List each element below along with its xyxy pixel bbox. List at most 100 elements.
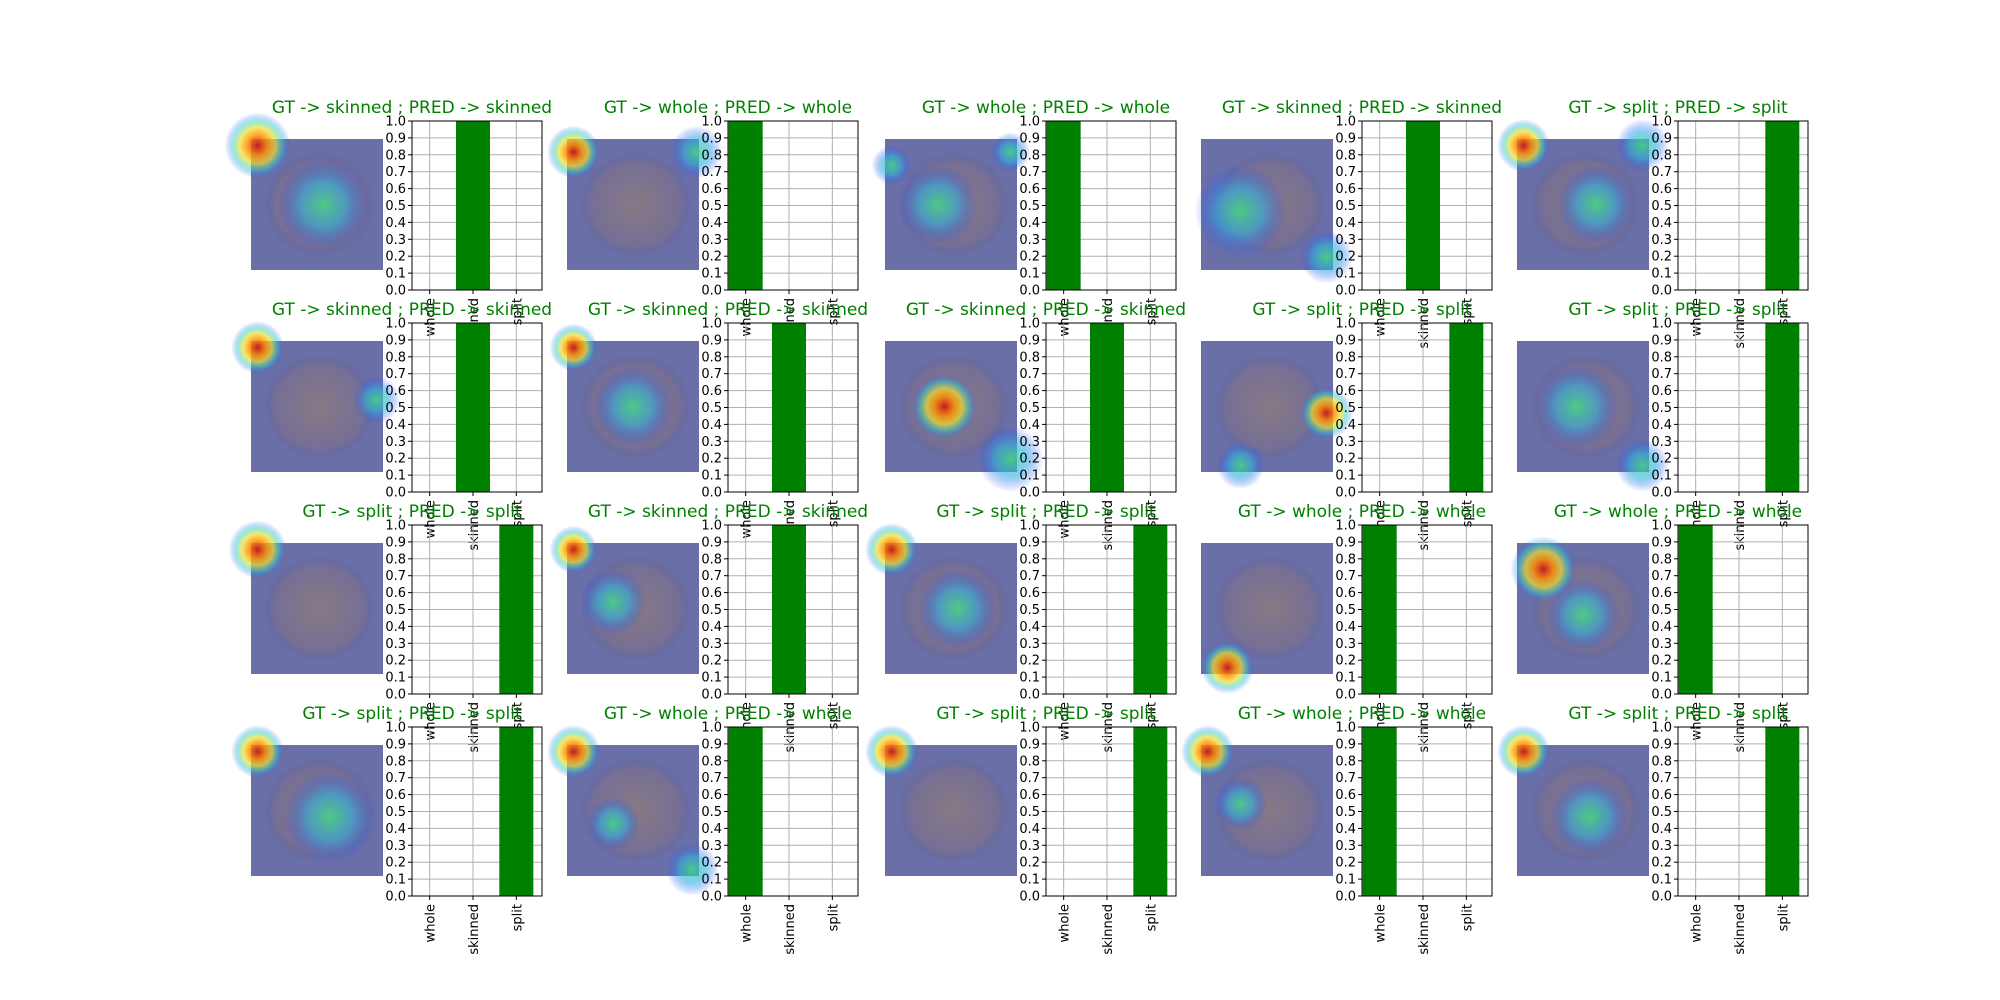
x-tick-label: split <box>826 298 841 325</box>
y-tick-label: 0.1 <box>701 267 722 282</box>
y-tick-label: 0.9 <box>701 333 722 348</box>
y-tick-label: 0.5 <box>385 401 406 416</box>
y-tick-label: 0.2 <box>701 452 722 467</box>
y-tick-label: 0.8 <box>1019 148 1040 163</box>
y-tick-label: 0.9 <box>1335 131 1356 146</box>
y-tick-label: 1.0 <box>385 317 406 332</box>
x-tick-label: split <box>510 904 525 931</box>
y-tick-label: 0.9 <box>1335 737 1356 752</box>
heatmap-image <box>549 525 699 674</box>
y-tick-label: 0.1 <box>385 469 406 484</box>
bar-whole <box>1046 121 1081 290</box>
y-tick-label: 0.7 <box>701 569 722 584</box>
y-tick-label: 0.2 <box>701 856 722 871</box>
heatmap-spot <box>547 725 600 778</box>
x-tick-label: split <box>510 298 525 325</box>
y-tick-label: 0.4 <box>385 620 406 635</box>
heatmap-spot <box>1497 119 1550 172</box>
y-tick-label: 0.8 <box>701 552 722 567</box>
y-tick-label: 0.2 <box>1019 452 1040 467</box>
y-tick-label: 0.2 <box>1019 654 1040 669</box>
y-tick-label: 0.4 <box>1019 822 1040 837</box>
y-tick-label: 1.0 <box>1651 317 1672 332</box>
y-tick-label: 0.0 <box>1651 284 1672 299</box>
y-tick-label: 1.0 <box>1335 317 1356 332</box>
bar-whole <box>728 121 763 290</box>
heatmap-spot <box>1616 439 1669 492</box>
y-tick-label: 0.0 <box>1019 688 1040 703</box>
bar-skinned <box>772 323 806 492</box>
y-tick-label: 1.0 <box>385 115 406 130</box>
heatmap-image <box>885 341 1044 492</box>
heatmap-spot <box>898 164 978 245</box>
heatmap-spot <box>224 112 291 179</box>
y-tick-label: 1.0 <box>1019 115 1040 130</box>
y-tick-label: 0.6 <box>1335 586 1356 601</box>
y-tick-label: 0.2 <box>1335 856 1356 871</box>
heatmap-image <box>228 520 383 674</box>
y-tick-label: 0.2 <box>1651 452 1672 467</box>
y-tick-label: 0.0 <box>1335 890 1356 905</box>
bar-split <box>1765 323 1800 492</box>
plate-shape <box>1214 556 1326 661</box>
y-tick-label: 0.9 <box>1651 333 1672 348</box>
y-tick-label: 0.7 <box>385 771 406 786</box>
subplot-title: GT -> split ; PRED -> split <box>302 704 522 724</box>
y-tick-label: 0.3 <box>1019 233 1040 248</box>
x-tick-label: whole <box>1690 702 1705 740</box>
x-tick-label: split <box>510 702 525 729</box>
y-tick-label: 0.7 <box>1335 165 1356 180</box>
y-tick-label: 0.7 <box>1651 771 1672 786</box>
y-tick-label: 0.8 <box>1019 552 1040 567</box>
x-tick-label: whole <box>1058 298 1073 336</box>
x-tick-label: split <box>1460 904 1475 931</box>
y-tick-label: 0.0 <box>701 688 722 703</box>
x-tick-label: skinned <box>1417 904 1432 955</box>
x-tick-label: split <box>826 500 841 527</box>
y-tick-label: 0.5 <box>1019 401 1040 416</box>
y-tick-label: 1.0 <box>701 721 722 736</box>
x-tick-label: skinned <box>1733 904 1748 955</box>
subplot-19: 0.0 0.1 0.2 0.3 0.4 0.5 0.6 0.7 0.8 0.91.0 whole sk… <box>1181 704 1493 955</box>
y-tick-label: 0.3 <box>1335 839 1356 854</box>
y-tick-label: 0.2 <box>385 250 406 265</box>
subplot-title: GT -> whole ; PRED -> whole <box>1238 502 1486 522</box>
subplot-title: GT -> whole ; PRED -> whole <box>604 98 852 118</box>
heatmap-image <box>231 725 383 876</box>
y-tick-label: 0.6 <box>1019 586 1040 601</box>
y-tick-label: 0.3 <box>1019 435 1040 450</box>
y-tick-label: 0.9 <box>385 131 406 146</box>
y-tick-label: 0.3 <box>385 435 406 450</box>
x-tick-label: whole <box>1690 904 1705 942</box>
y-tick-label: 0.0 <box>385 890 406 905</box>
heatmap-spot <box>231 725 284 778</box>
y-tick-label: 0.2 <box>1335 452 1356 467</box>
y-tick-label: 0.6 <box>701 586 722 601</box>
x-tick-label: whole <box>424 298 439 336</box>
y-tick-label: 0.5 <box>385 805 406 820</box>
y-tick-label: 0.8 <box>1335 552 1356 567</box>
subplot-title: GT -> split ; PRED -> split <box>936 502 1156 522</box>
y-tick-label: 1.0 <box>1335 115 1356 130</box>
x-tick-label: split <box>1776 904 1791 931</box>
subplot-18: 0.0 0.1 0.2 0.3 0.4 0.5 0.6 0.7 0.8 0.91.0 whole sk… <box>865 704 1177 955</box>
y-tick-label: 1.0 <box>1019 317 1040 332</box>
y-tick-label: 0.9 <box>701 131 722 146</box>
y-tick-label: 0.7 <box>385 367 406 382</box>
y-tick-label: 0.5 <box>1019 603 1040 618</box>
y-tick-label: 0.0 <box>385 486 406 501</box>
heatmap-image <box>547 125 723 270</box>
y-tick-label: 0.5 <box>1335 805 1356 820</box>
y-tick-label: 0.4 <box>701 216 722 231</box>
y-tick-label: 0.8 <box>1651 552 1672 567</box>
y-tick-label: 1.0 <box>385 721 406 736</box>
heatmap-image <box>865 523 1017 674</box>
y-tick-label: 0.8 <box>1651 350 1672 365</box>
y-tick-label: 0.7 <box>1335 569 1356 584</box>
heatmap-image <box>1201 543 1333 694</box>
y-tick-label: 0.1 <box>1335 671 1356 686</box>
y-tick-label: 0.4 <box>1651 620 1672 635</box>
